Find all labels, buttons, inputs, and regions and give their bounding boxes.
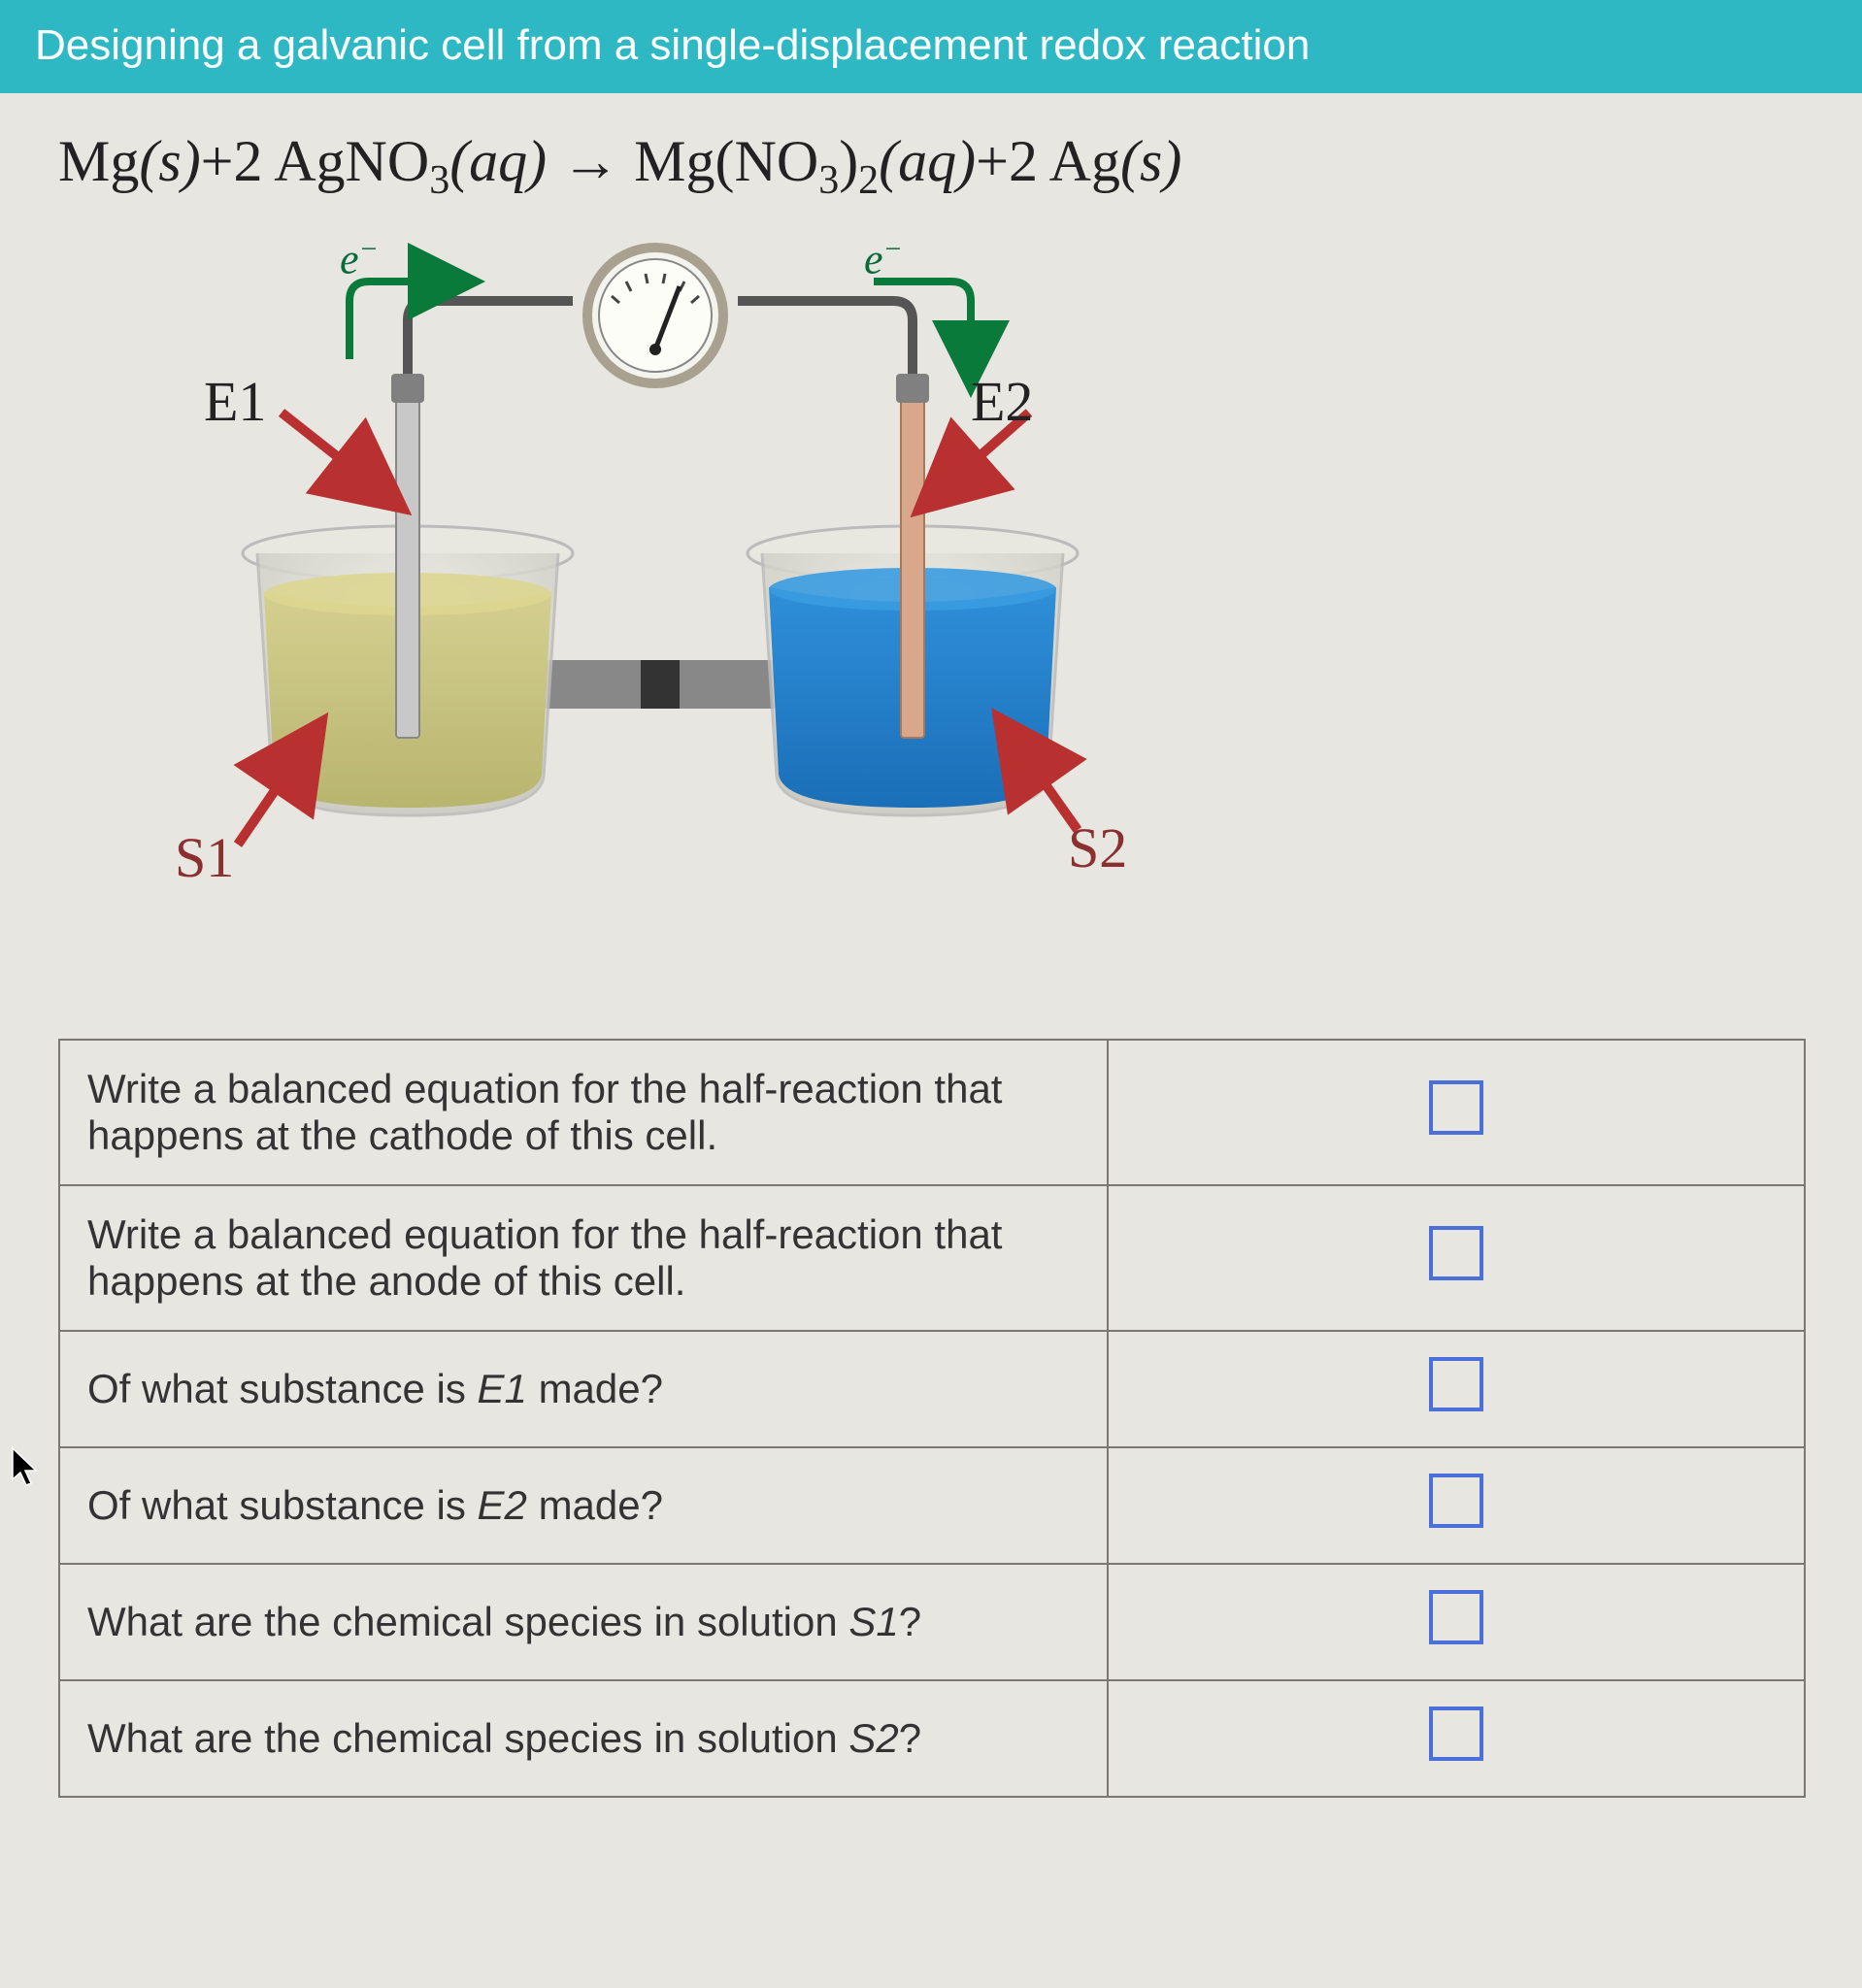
answer-input-box[interactable] (1429, 1357, 1483, 1411)
eq-lhs1-state: (s) (139, 129, 200, 193)
answer-input-box[interactable] (1429, 1226, 1483, 1280)
question-text: What are the chemical species in solutio… (59, 1564, 1108, 1680)
electron-right-label: e− (864, 233, 903, 284)
eq-rhs2-state: (s) (1120, 129, 1181, 193)
eq-arrow: → (561, 129, 634, 193)
eq-lhs1: Mg (58, 129, 139, 193)
question-row: What are the chemical species in solutio… (59, 1564, 1805, 1680)
mouse-cursor-icon (10, 1446, 41, 1499)
question-row: Write a balanced equation for the half-r… (59, 1185, 1805, 1331)
eq-rhs1-state: (aq) (879, 129, 976, 193)
page-title: Designing a galvanic cell from a single-… (35, 21, 1310, 69)
solution-1-label: S1 (175, 825, 234, 890)
electrode-2-label: E2 (971, 369, 1033, 434)
question-row: Of what substance is E2 made? (59, 1447, 1805, 1564)
electron-left-label: e− (340, 233, 379, 284)
answer-cell (1108, 1680, 1805, 1797)
eq-plus1: +2 AgNO (201, 129, 430, 193)
eq-rhs1-sub: 3 (818, 158, 839, 203)
answer-cell (1108, 1185, 1805, 1331)
answer-cell (1108, 1040, 1805, 1185)
question-text: Write a balanced equation for the half-r… (59, 1185, 1108, 1331)
eq-rhs1: Mg (634, 129, 715, 193)
eq-lhs2-state: (aq) (449, 129, 547, 193)
eq-rhs1-sub2: 2 (858, 158, 879, 203)
electrode-1-label: E1 (204, 369, 266, 434)
eq-lhs2-sub: 3 (429, 158, 449, 203)
page-header: Designing a galvanic cell from a single-… (0, 0, 1862, 93)
eq-rhs1-inner: NO (735, 129, 819, 193)
question-row: Of what substance is E1 made? (59, 1331, 1805, 1447)
answer-input-box[interactable] (1429, 1474, 1483, 1528)
question-text: Write a balanced equation for the half-r… (59, 1040, 1108, 1185)
eq-paren-open: ( (715, 129, 735, 193)
answer-input-box[interactable] (1429, 1706, 1483, 1761)
answer-input-box[interactable] (1429, 1080, 1483, 1135)
eq-plus2: +2 Ag (976, 129, 1120, 193)
eq-paren-close: ) (839, 129, 858, 193)
question-text: Of what substance is E2 made? (59, 1447, 1108, 1564)
question-text: What are the chemical species in solutio… (59, 1680, 1108, 1797)
answer-cell (1108, 1331, 1805, 1447)
questions-table: Write a balanced equation for the half-r… (58, 1039, 1806, 1798)
answer-input-box[interactable] (1429, 1590, 1483, 1644)
solution-2-label: S2 (1068, 815, 1127, 880)
answer-cell (1108, 1564, 1805, 1680)
content-area: Mg(s)+2 AgNO3(aq) → Mg(NO3)2(aq)+2 Ag(s)… (0, 93, 1862, 1827)
question-row: Write a balanced equation for the half-r… (59, 1040, 1805, 1185)
question-text: Of what substance is E1 made? (59, 1331, 1108, 1447)
answer-cell (1108, 1447, 1805, 1564)
question-row: What are the chemical species in solutio… (59, 1680, 1805, 1797)
galvanic-cell-diagram: e− e− E1 E2 S1 S2 (116, 243, 1281, 942)
reaction-equation: Mg(s)+2 AgNO3(aq) → Mg(NO3)2(aq)+2 Ag(s) (58, 128, 1823, 204)
